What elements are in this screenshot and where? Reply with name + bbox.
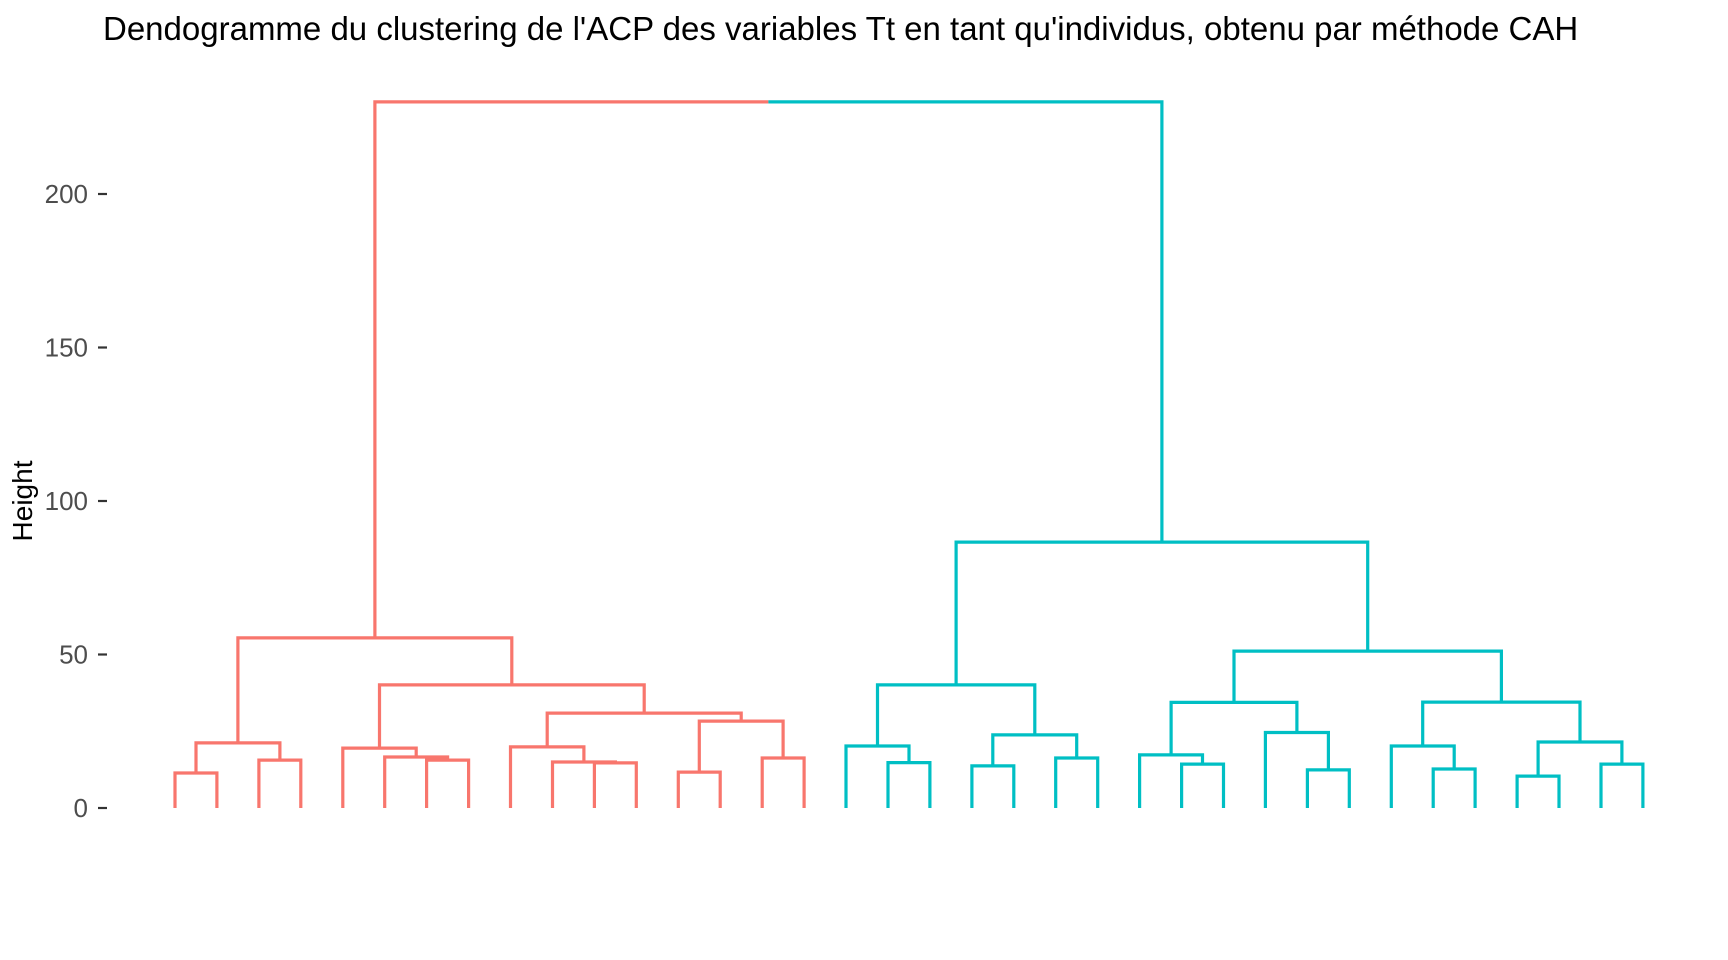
cluster-1-link — [236, 636, 514, 743]
cluster-2-link — [1599, 762, 1645, 808]
cluster-2-link — [1305, 768, 1351, 808]
cluster-2-link — [1169, 700, 1299, 755]
y-tick-label: 100 — [45, 486, 88, 516]
cluster-2-link — [1232, 649, 1503, 703]
cluster-2-link — [1389, 744, 1456, 808]
y-tick-label: 0 — [74, 793, 88, 823]
cluster-2-link — [991, 733, 1079, 766]
cluster-2-link — [844, 744, 911, 808]
y-tick-label: 200 — [45, 179, 88, 209]
cluster-2-link — [1054, 756, 1100, 808]
y-axis-ticks: 0 50 100 150 200 — [45, 179, 107, 823]
y-tick-label: 150 — [45, 333, 88, 363]
cluster-1-link — [257, 758, 303, 808]
dendrogram-links — [173, 100, 1645, 808]
cluster-2-link — [1431, 767, 1477, 808]
cluster-1-link — [341, 746, 418, 808]
cluster-2-link — [1138, 753, 1205, 808]
cluster-2-link — [1421, 700, 1582, 746]
cluster-1-link — [508, 745, 586, 808]
y-tick-label: 50 — [59, 640, 88, 670]
y-axis-title: Height — [7, 460, 38, 541]
root-link-left — [373, 100, 769, 638]
root-link-right — [768, 100, 1164, 543]
cluster-2-link — [875, 683, 1037, 746]
cluster-2-link — [1536, 740, 1624, 777]
cluster-1-link — [550, 760, 617, 808]
cluster-1-link — [545, 711, 743, 747]
cluster-1-link — [760, 756, 806, 808]
cluster-1-link — [194, 741, 282, 773]
cluster-1-link — [592, 761, 638, 808]
cluster-1-link — [383, 755, 450, 808]
cluster-2-link — [1263, 730, 1330, 808]
cluster-2-link — [886, 761, 932, 808]
cluster-2-link — [1180, 762, 1226, 808]
cluster-1-link — [377, 683, 646, 749]
cluster-1-link — [676, 770, 722, 808]
cluster-2-link — [954, 540, 1370, 685]
cluster-2-link — [1515, 774, 1561, 808]
cluster-2-link — [970, 764, 1016, 808]
cluster-1-link — [697, 719, 785, 773]
chart-title: Dendogramme du clustering de l'ACP des v… — [103, 10, 1578, 47]
cluster-1-link — [173, 771, 219, 808]
cluster-1-link — [425, 758, 471, 808]
